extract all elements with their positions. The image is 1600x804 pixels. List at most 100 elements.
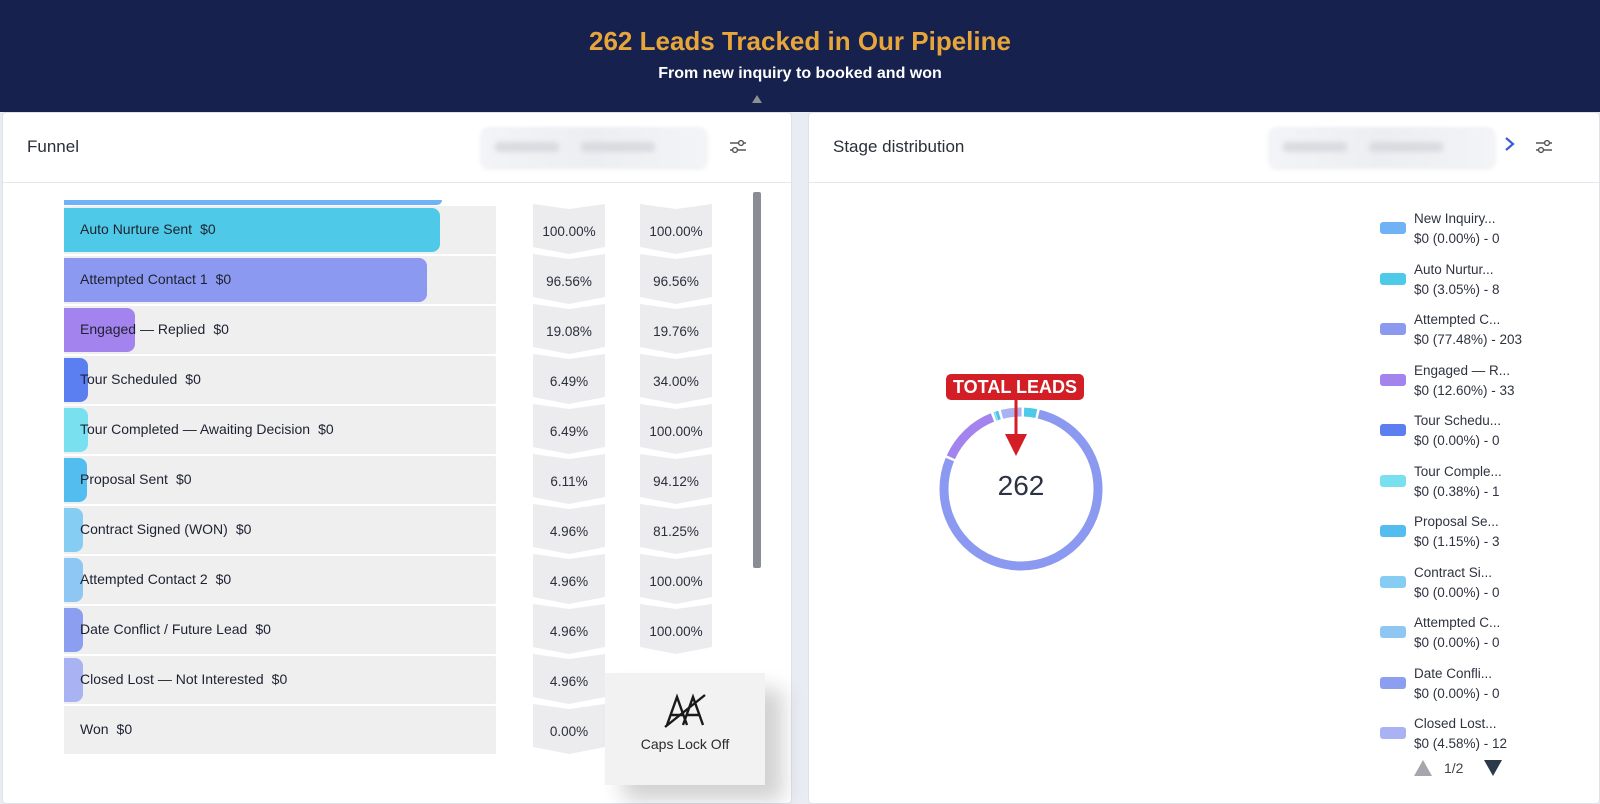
legend-pager: 1/2 <box>1414 758 1514 780</box>
legend-swatch <box>1380 727 1406 739</box>
conversion-step-cell: 96.56% <box>640 254 712 304</box>
conversion-percent: 100.00% <box>649 624 703 639</box>
legend-name: Contract Si... <box>1414 564 1493 580</box>
pager-down-icon[interactable] <box>1484 760 1502 776</box>
funnel-scrollbar[interactable] <box>752 95 762 685</box>
conversion-overall-cell: 4.96% <box>533 554 605 604</box>
legend-name: Date Confli... <box>1414 665 1493 681</box>
legend-item[interactable]: Attempted C... $0 (77.48%) - 203 <box>1380 307 1590 355</box>
conversion-step-cell: 34.00% <box>640 354 712 404</box>
legend-item[interactable]: Proposal Se... $0 (1.15%) - 3 <box>1380 509 1590 557</box>
legend-item[interactable]: Engaged — R... $0 (12.60%) - 33 <box>1380 358 1590 406</box>
funnel-bar-fill <box>64 358 89 402</box>
legend-swatch <box>1380 424 1406 436</box>
stage-name: Attempted Contact 2 <box>80 571 208 587</box>
legend-value: $0 (0.00%) - 0 <box>1414 685 1500 701</box>
funnel-title: Funnel <box>27 137 79 156</box>
chevron-right-icon[interactable] <box>1503 135 1517 153</box>
legend-item[interactable]: Tour Comple... $0 (0.38%) - 1 <box>1380 459 1590 507</box>
funnel-bar-fill <box>64 508 83 552</box>
caps-lock-off-icon <box>664 693 706 728</box>
stage-name: Date Conflict / Future Lead <box>80 621 248 637</box>
stage-name: Auto Nurture Sent <box>80 221 193 237</box>
funnel-bar-fill <box>64 608 83 652</box>
legend-name: New Inquiry... <box>1414 211 1496 226</box>
funnel-bar-track: Contract Signed (WON) $0 <box>64 506 496 554</box>
funnel-bar-track: Tour Scheduled $0 <box>64 356 496 404</box>
legend-name: Engaged — R... <box>1414 362 1511 378</box>
caps-lock-indicator: Caps Lock Off <box>605 673 765 785</box>
distribution-legend: New Inquiry... $0 (0.00%) - 0 Auto Nurtur.… <box>1380 206 1590 752</box>
funnel-bar-fill <box>64 558 83 602</box>
total-leads-callout: TOTAL LEADS <box>946 374 1084 400</box>
stage-name: Closed Lost — Not Interested <box>80 671 264 687</box>
stage-amount: $0 <box>200 221 216 237</box>
scroll-up-icon[interactable] <box>752 95 762 103</box>
conversion-overall-cell: 0.00% <box>533 704 605 754</box>
donut-total-value: 262 <box>997 470 1045 501</box>
scrollbar-thumb[interactable] <box>753 192 761 568</box>
funnel-bar-track: Auto Nurture Sent $0 <box>64 206 496 254</box>
conversion-percent: 6.11% <box>550 474 588 489</box>
stage-amount: $0 <box>318 421 334 437</box>
legend-item[interactable]: New Inquiry... $0 (0.00%) - 0 <box>1380 206 1590 254</box>
conversion-percent: 100.00% <box>542 224 596 239</box>
legend-name: Tour Schedu... <box>1414 413 1502 428</box>
legend-item[interactable]: Attempted C... $0 (0.00%) - 0 <box>1380 610 1590 658</box>
stage-donut-chart[interactable]: 262 <box>936 404 1106 574</box>
conversion-overall-cell: 19.08% <box>533 304 605 354</box>
conversion-overall-cell: 6.11% <box>533 454 605 504</box>
funnel-stage-label: Won $0 <box>80 721 132 737</box>
legend-item[interactable]: Tour Schedu... $0 (0.00%) - 0 <box>1380 408 1590 456</box>
funnel-blurred-filter[interactable] <box>481 127 707 167</box>
pager-up-icon[interactable] <box>1414 760 1432 776</box>
conversion-percent: 34.00% <box>653 374 699 389</box>
stage-amount: $0 <box>255 621 271 637</box>
legend-value: $0 (4.58%) - 12 <box>1414 736 1508 751</box>
legend-value: $0 (0.00%) - 0 <box>1414 433 1500 448</box>
conversion-percent: 4.96% <box>549 524 589 539</box>
stage-name: Contract Signed (WON) <box>80 521 228 537</box>
stage-name: Won <box>80 721 109 737</box>
donut-segment[interactable] <box>939 407 1103 571</box>
legend-swatch <box>1380 474 1406 487</box>
legend-item[interactable]: Date Confli... $0 (0.00%) - 0 <box>1380 661 1590 709</box>
legend-value: $0 (1.15%) - 3 <box>1414 534 1500 549</box>
funnel-stage-label: Proposal Sent $0 <box>80 471 192 487</box>
conversion-percent: 4.96% <box>549 674 589 689</box>
legend-swatch <box>1380 272 1406 285</box>
funnel-stage-label: Auto Nurture Sent $0 <box>80 221 216 237</box>
conversion-step-cell: 81.25% <box>640 504 712 554</box>
legend-item[interactable]: Closed Lost... $0 (4.58%) - 12 <box>1380 711 1590 752</box>
conversion-overall-cell: 96.56% <box>533 254 605 304</box>
legend-item[interactable]: Auto Nurtur... $0 (3.05%) - 8 <box>1380 257 1590 305</box>
funnel-bar-fill <box>64 658 83 702</box>
funnel-bar-track: Closed Lost — Not Interested $0 <box>64 656 496 704</box>
funnel-stage-label: Attempted Contact 1 $0 <box>80 271 231 287</box>
conversion-percent: 96.56% <box>546 274 592 289</box>
legend-item[interactable]: Contract Si... $0 (0.00%) - 0 <box>1380 560 1590 608</box>
conversion-percent: 6.49% <box>549 374 589 389</box>
distribution-panel-header: Stage distribution <box>809 113 1599 183</box>
legend-name: Proposal Se... <box>1414 514 1499 529</box>
funnel-bar-track: Date Conflict / Future Lead $0 <box>64 606 496 654</box>
funnel-panel-header: Funnel <box>3 113 791 183</box>
conversion-overall-cell: 100.00% <box>533 204 605 254</box>
legend-value: $0 (0.00%) - 0 <box>1414 231 1500 246</box>
conversion-overall-cell: 6.49% <box>533 404 605 454</box>
caps-lock-label: Caps Lock Off <box>640 736 730 752</box>
funnel-stage-label: Contract Signed (WON) $0 <box>80 521 251 537</box>
distribution-blurred-filter[interactable] <box>1269 127 1495 167</box>
stage-amount: $0 <box>213 321 229 337</box>
donut-segment[interactable] <box>939 407 1103 571</box>
legend-value: $0 (0.38%) - 1 <box>1414 483 1500 499</box>
conversion-step-cell: 94.12% <box>640 454 712 504</box>
funnel-bar-fill <box>64 408 89 452</box>
filter-sliders-icon[interactable] <box>729 139 747 155</box>
funnel-bar-track: Engaged — Replied $0 <box>64 306 496 354</box>
stage-amount: $0 <box>235 521 252 537</box>
stage-name: Attempted Contact 1 <box>80 271 208 287</box>
legend-value: $0 (77.48%) - 203 <box>1414 332 1523 347</box>
conversion-step-cell: 100.00% <box>640 204 712 254</box>
filter-sliders-icon[interactable] <box>1535 139 1553 155</box>
